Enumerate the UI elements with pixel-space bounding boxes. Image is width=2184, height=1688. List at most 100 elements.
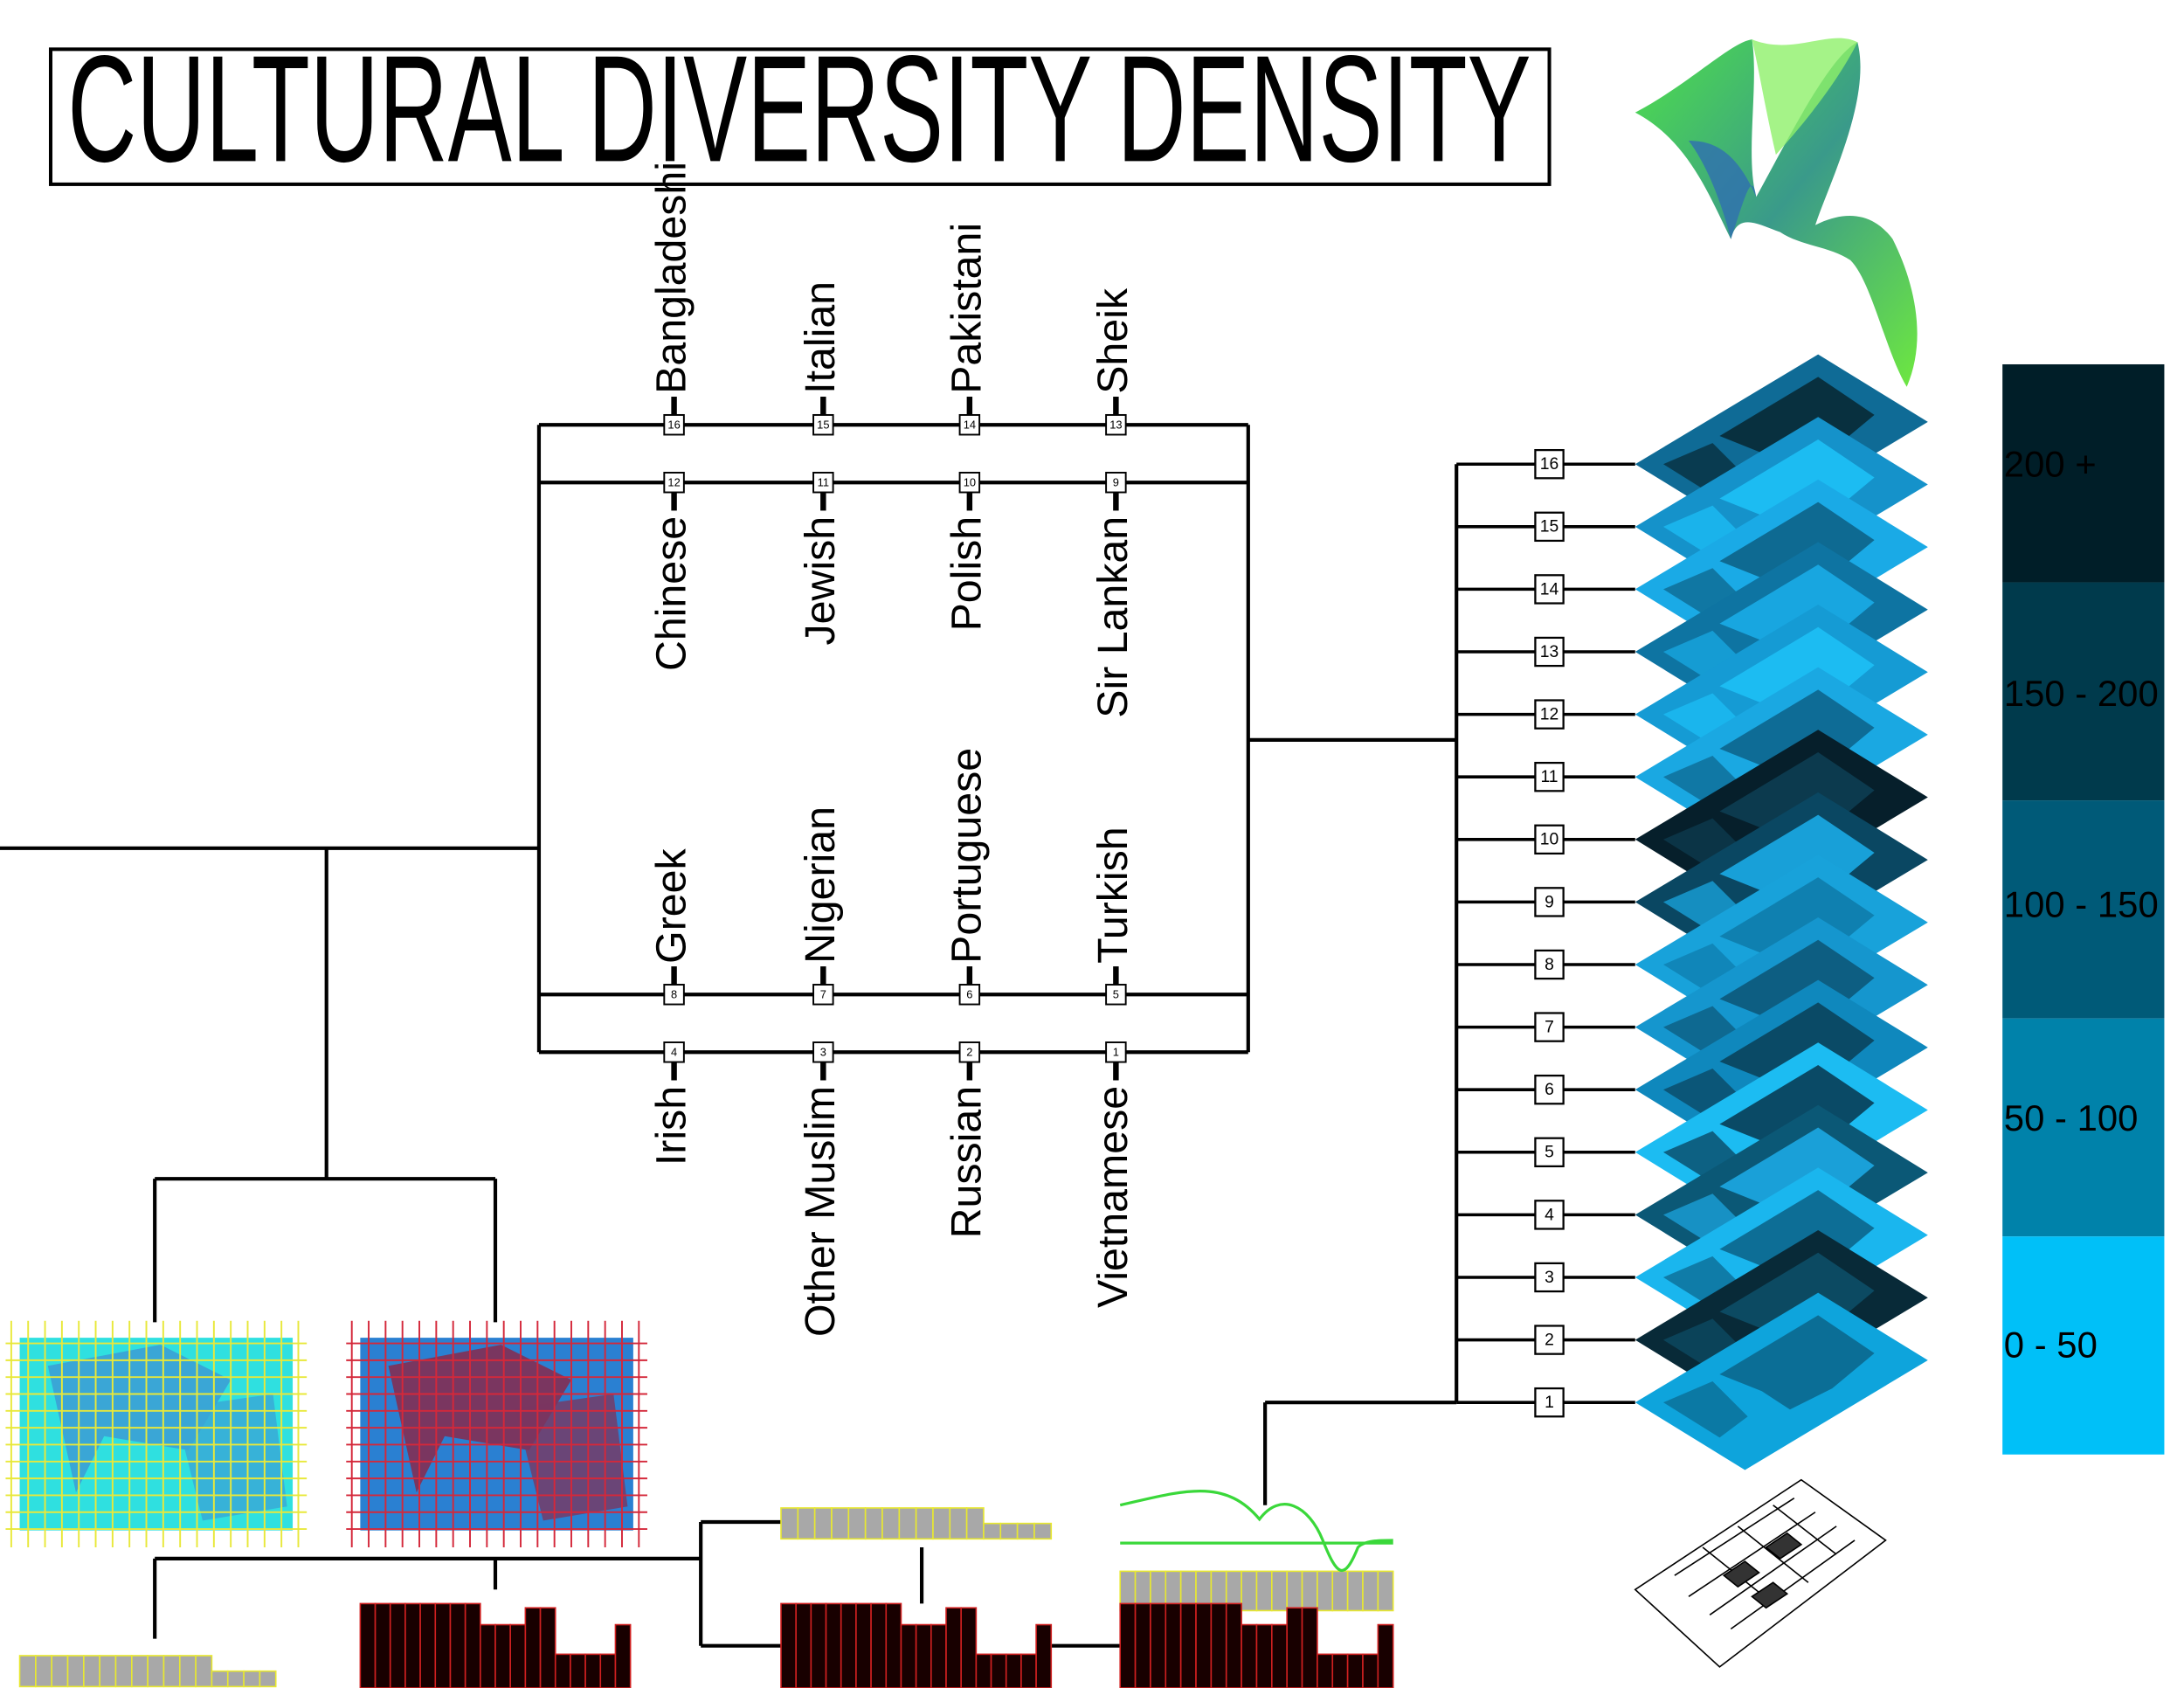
- legend-swatch: [2002, 363, 2165, 583]
- strip-bar: [1317, 1653, 1334, 1688]
- strip-bar: [1210, 1602, 1227, 1688]
- layer-number-box: [1534, 1387, 1565, 1418]
- layer-number: 12: [1540, 706, 1559, 724]
- strip-bar: [18, 1655, 37, 1688]
- density-patch: [1719, 939, 1875, 1034]
- group-label: Sheik: [1089, 287, 1137, 394]
- title: CULTURAL DIVERSITY DENSITY: [67, 24, 1531, 193]
- number: 6: [966, 987, 972, 1000]
- number: 13: [1109, 418, 1122, 431]
- layer-number-box: [1534, 511, 1565, 543]
- strip-bar: [960, 1607, 978, 1688]
- density-patch: [1719, 1190, 1875, 1285]
- strip-bar: [259, 1670, 277, 1688]
- strip-bar: [1331, 1570, 1349, 1612]
- strip-bar: [1035, 1623, 1053, 1688]
- strip-bar: [780, 1507, 799, 1540]
- density-patch: [1719, 626, 1875, 722]
- strip-bar: [178, 1655, 197, 1688]
- number: 10: [964, 475, 976, 488]
- number: 16: [667, 418, 680, 431]
- strip-bar: [1225, 1602, 1242, 1688]
- strip-bar: [1255, 1623, 1273, 1688]
- strip-bar: [1346, 1653, 1364, 1688]
- layer-number: 3: [1545, 1269, 1554, 1287]
- strip-bar: [162, 1655, 181, 1688]
- strip-bar: [975, 1653, 992, 1688]
- strip-bar: [83, 1655, 100, 1688]
- strip-bar: [1346, 1570, 1364, 1612]
- green-surface: [1635, 38, 1918, 387]
- map-patch: [47, 1345, 232, 1493]
- number: 3: [820, 1045, 826, 1058]
- layer-number-box: [1534, 761, 1565, 792]
- strip-bar: [831, 1507, 850, 1540]
- layer-number-box: [1534, 949, 1565, 980]
- group-label: Russian: [943, 1086, 991, 1238]
- strip-bar: [195, 1655, 213, 1688]
- density-patch: [1662, 1381, 1748, 1438]
- strip-bar: [900, 1623, 917, 1688]
- strip-bar: [1150, 1602, 1167, 1688]
- layer-number-box: [1534, 699, 1565, 730]
- strip-bar: [885, 1602, 902, 1688]
- strip-bar: [1119, 1602, 1137, 1688]
- legend-label: 50 - 100: [2004, 1097, 2139, 1138]
- layer-number-box: [1534, 1200, 1565, 1230]
- strip-bar: [932, 1507, 951, 1540]
- strip-bar: [480, 1623, 496, 1688]
- layer-number-box: [1534, 1012, 1565, 1042]
- strip-bar: [898, 1507, 917, 1540]
- strip-bar: [930, 1623, 947, 1688]
- layer-number: 16: [1540, 455, 1559, 474]
- density-patch: [1719, 877, 1875, 972]
- strip-bar: [1377, 1570, 1394, 1612]
- gray-strip: [1119, 1570, 1394, 1612]
- strip-bar: [1134, 1602, 1151, 1688]
- strip-bar: [881, 1507, 901, 1540]
- number: 15: [817, 418, 829, 431]
- density-patch: [1719, 814, 1875, 910]
- strip-bar: [949, 1507, 968, 1540]
- strip-bar: [434, 1602, 452, 1688]
- strip-bar: [419, 1602, 437, 1688]
- strip-bar: [584, 1653, 602, 1688]
- strip-bar: [1301, 1607, 1318, 1688]
- density-patch: [1719, 1252, 1875, 1347]
- layer-number: 2: [1545, 1331, 1554, 1349]
- strip-bar: [1286, 1570, 1303, 1612]
- strip-bar: [1165, 1602, 1182, 1688]
- density-patch: [1719, 502, 1875, 597]
- number: 4: [671, 1045, 677, 1058]
- layer-number-box: [1534, 887, 1565, 917]
- strip-bar: [35, 1655, 53, 1688]
- layer-number-box: [1534, 636, 1565, 668]
- strip-bar: [915, 1507, 934, 1540]
- group-label: Pakistani: [943, 223, 991, 394]
- group-label: Portuguese: [943, 748, 991, 964]
- strip-bar: [114, 1655, 133, 1688]
- number: 2: [966, 1045, 972, 1058]
- density-patch: [1719, 377, 1875, 472]
- layer-number: 13: [1540, 643, 1559, 661]
- density-patch: [1719, 1127, 1875, 1222]
- layer-number: 1: [1545, 1394, 1554, 1412]
- strip-bar: [945, 1607, 962, 1688]
- density-patch: [1719, 751, 1875, 847]
- strip-bar: [810, 1602, 827, 1688]
- strip-bar: [795, 1602, 812, 1688]
- strip-bar: [524, 1607, 542, 1688]
- strip-bar: [780, 1602, 797, 1688]
- layer-number-box: [1534, 1137, 1565, 1168]
- group-label: Jewish: [797, 516, 844, 646]
- legend-label: 150 - 200: [2004, 673, 2159, 714]
- layer-number: 14: [1540, 580, 1559, 598]
- legend-swatch: [2002, 1018, 2165, 1237]
- strip-bar: [1016, 1522, 1035, 1540]
- map-patch: [388, 1345, 571, 1493]
- layer-number: 5: [1545, 1144, 1554, 1162]
- legend-label: 0 - 50: [2004, 1324, 2098, 1365]
- number: 9: [1113, 475, 1119, 488]
- group-label: Irish: [647, 1086, 695, 1166]
